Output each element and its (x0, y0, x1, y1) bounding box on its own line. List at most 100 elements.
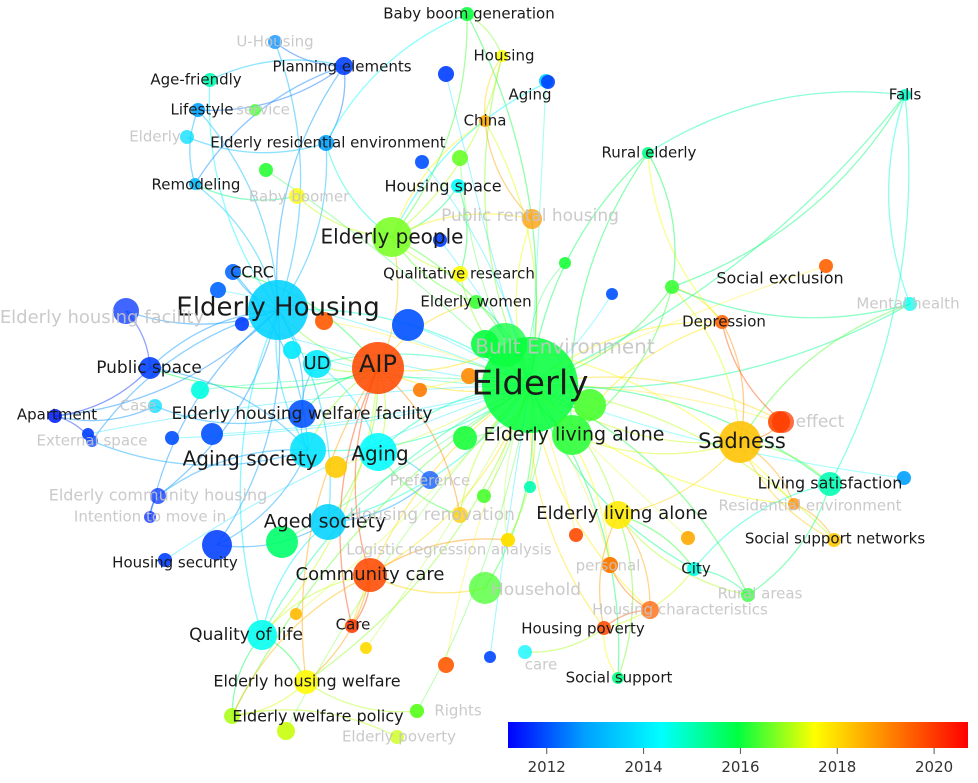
link-sadness-mental-health (739, 303, 911, 443)
color-legend: 2012 2014 2016 2018 2020 (508, 722, 968, 776)
link-elderly-mental-health (529, 303, 911, 389)
node-elderly-cut (180, 130, 194, 144)
label-elderly-residential-environment: Elderly residential environment (210, 134, 446, 152)
link-baby-boom-generation-elderly-residential-environment (325, 13, 468, 144)
label-intention-to-move-in: Intention to move in (74, 508, 226, 526)
node-bubble (461, 368, 477, 384)
label-logistic-regression-analysis: Logistic regression analysis (346, 541, 552, 559)
node-bubble (484, 651, 496, 663)
link-elderly-housing-intention-to-move-in (149, 309, 279, 518)
link-aging-society-public-space (149, 367, 309, 451)
label-social-support: Social support (566, 669, 673, 687)
node-housing (496, 50, 508, 62)
link-living-satisfaction-city (693, 483, 831, 570)
node-bubble (574, 389, 606, 421)
node-bubble (452, 150, 468, 166)
node-ud (303, 350, 331, 378)
node-personal (602, 557, 618, 573)
node-bubble (325, 456, 347, 478)
node-elderly-community-housing (150, 488, 166, 504)
link-elderly-living-alone-2-rural-areas (617, 514, 749, 596)
label-city: City (681, 560, 711, 578)
node-bubble (606, 288, 618, 300)
node-housing-space (451, 179, 465, 193)
link-planning-elements-elderly-residential-environment (325, 65, 346, 144)
node-preference (421, 471, 439, 489)
node-apartment (48, 409, 62, 423)
node-elderly-living-alone-1 (552, 415, 592, 455)
link-planning-elements-lifestyle (197, 65, 345, 111)
label-mental-health: Mental health (856, 295, 959, 313)
node-bubble (415, 155, 429, 169)
label-elderly-living-alone-1: Elderly living alone (484, 424, 665, 446)
link-aging-society-external-space (91, 440, 309, 466)
link-remodeling-lifestyle (189, 109, 199, 185)
node-bubble (290, 608, 302, 620)
label-elderly-housing-facility: Elderly housing facility (0, 307, 205, 328)
node-bubble (453, 426, 477, 450)
node-elderly-housing (248, 280, 308, 340)
label-care: Care (336, 616, 371, 634)
label-u-housing: U-Housing (236, 33, 313, 51)
node-built-environment (483, 323, 527, 367)
link-elderly-cut-elderly-residential-environment (186, 136, 327, 154)
node-intention-to-move-in (144, 511, 156, 523)
link-extra (529, 265, 827, 386)
label-quality-of-life: Quality of life (189, 625, 303, 645)
link-china-housing (483, 55, 503, 122)
node-social-support (612, 672, 624, 684)
link-sadness-social-exclusion (671, 286, 741, 443)
node-community-care (353, 558, 387, 592)
colorbar-tick-label: 2012 (528, 758, 566, 776)
node-falls (899, 89, 911, 101)
link-aip-care (339, 367, 379, 627)
node-layer (48, 7, 917, 744)
node-elderly-people (372, 217, 412, 257)
link-elderly-elderly-welfare-policy (231, 384, 531, 717)
label-elderly-housing-welfare: Elderly housing welfare (213, 672, 400, 691)
node-baby-boomer (289, 188, 305, 204)
link-elderly-housing-welfare-rights (305, 681, 418, 713)
label-ud: UD (303, 353, 330, 374)
node-city (687, 562, 701, 576)
link-aip-quality-of-life (261, 367, 379, 636)
node-housing-security (202, 530, 232, 560)
label-elderly-housing: Elderly Housing (176, 293, 379, 323)
label-residential-environment: Residential environment (719, 497, 902, 515)
node-housing-renovation (452, 507, 468, 523)
node-bubble (524, 481, 536, 493)
node-planning-elements (335, 57, 353, 75)
link-falls-rural-elderly (647, 91, 906, 154)
node-bubble (681, 531, 695, 545)
node-bubble (433, 233, 447, 247)
node-public-rental-housing (522, 209, 542, 229)
link-elderly-welfare-policy-elderly-poverty (231, 709, 398, 738)
node-bubble (360, 642, 372, 654)
label-case: Case (120, 397, 157, 415)
node-public-space (139, 357, 161, 379)
colorbar-tick-label: 2018 (818, 758, 856, 776)
label-household: Household (491, 580, 581, 600)
node-elderly-housing-facility (113, 298, 139, 324)
label-living-satisfaction: Living satisfaction (758, 474, 903, 493)
colorbar (508, 722, 968, 748)
node-case (148, 399, 162, 413)
colorbar-tick-label: 2020 (915, 758, 953, 776)
link-case-apartment (54, 405, 156, 422)
label-public-space: Public space (96, 358, 202, 378)
node-housing-characteristics (641, 601, 659, 619)
node-bubble (819, 259, 833, 273)
label-elderly-welfare-policy: Elderly welfare policy (232, 707, 403, 726)
node-effect (772, 411, 794, 433)
node-residential-environment (788, 498, 800, 510)
node-baby-boom-generation (460, 7, 474, 21)
link-china-public-rental-housing (484, 120, 533, 220)
label-housing-security: Housing security (112, 554, 238, 572)
node-china (479, 115, 491, 127)
node-bubble (277, 722, 295, 740)
label-housing: Housing (474, 47, 535, 65)
label-baby-boom-generation: Baby boom generation (383, 5, 554, 23)
node-logistic-regression-analysis (501, 533, 515, 547)
node-u-housing (268, 35, 282, 49)
